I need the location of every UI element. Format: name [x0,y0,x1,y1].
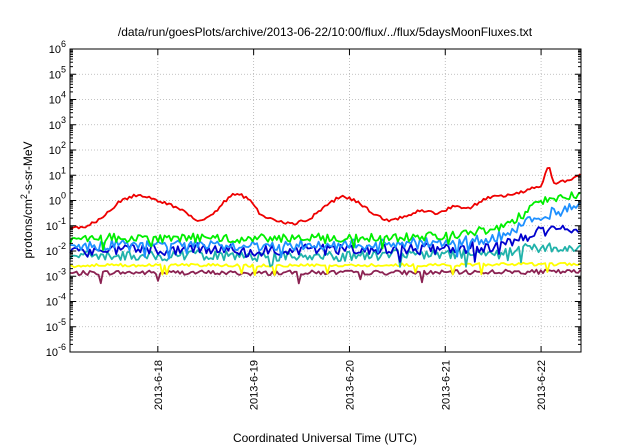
series-line-1 [69,261,581,276]
y-tick-base: 10 [49,69,61,81]
y-tick-base: 10 [46,347,58,359]
y-tick-label: 102 [49,140,66,157]
x-tick-label: 2013-6-22 [536,360,548,410]
y-tick-exponent: -3 [58,266,66,276]
y-tick-base: 10 [46,297,58,309]
y-tick-exponent: 5 [61,64,66,74]
y-tick-label: 10-5 [46,317,66,334]
y-tick-exponent: -6 [58,342,66,352]
y-tick-base: 10 [49,95,61,107]
y-tick-base: 10 [49,170,61,182]
y-tick-base: 10 [46,322,58,334]
series-line-3 [69,224,581,263]
x-tick-label: 2013-6-19 [249,360,261,410]
y-tick-label: 100 [49,191,66,208]
y-tick-label: 104 [49,90,66,107]
y-tick-base: 10 [46,221,58,233]
y-tick-label: 101 [49,165,66,182]
y-axis: 10-610-510-410-310-210-11001011021031041… [46,39,581,359]
y-tick-base: 10 [49,196,61,208]
y-tick-exponent: 0 [61,191,66,201]
y-tick-label: 103 [49,115,66,132]
y-tick-base: 10 [46,271,58,283]
y-tick-exponent: 1 [61,165,66,175]
y-tick-exponent: -2 [58,241,66,251]
series-line-6 [69,167,581,230]
x-axis: 2013-6-18 2013-6-19 2013-6-20 2013-6-21 2013… [153,49,548,410]
x-axis-label: Coordinated Universal Time (UTC) [233,431,417,445]
chart-title: /data/run/goesPlots/archive/2013-06-22/1… [118,25,533,39]
series-line-0 [69,268,582,285]
series-lines [69,167,582,285]
y-axis-label: protons/cm2-s-sr-MeV [19,141,35,258]
grid-lines [70,49,581,352]
x-tick-label: 2013-6-21 [440,360,452,410]
y-tick-label: 106 [49,39,66,56]
y-axis-label-superscript: 2 [19,194,29,199]
y-tick-exponent: -5 [58,317,66,327]
y-tick-label: 10-4 [46,292,66,309]
y-tick-base: 10 [46,246,58,258]
y-tick-base: 10 [49,120,61,132]
y-tick-exponent: -1 [58,216,66,226]
x-tick-label: 2013-6-20 [344,360,356,410]
y-tick-exponent: 2 [61,140,66,150]
y-tick-exponent: -4 [58,292,66,302]
y-axis-label-unit: -s-sr-MeV [21,141,35,194]
series-line-4 [69,201,582,260]
y-tick-label: 10-2 [46,241,66,258]
y-tick-exponent: 6 [61,39,66,49]
y-tick-exponent: 4 [61,90,66,100]
y-tick-label: 105 [49,64,66,81]
y-axis-label-main: protons/cm [21,199,35,258]
y-tick-label: 10-3 [46,266,66,283]
y-tick-label: 10-1 [46,216,66,233]
y-tick-label: 10-6 [46,342,66,359]
x-tick-label: 2013-6-18 [153,360,165,410]
series-line-5 [69,191,581,251]
y-tick-base: 10 [49,44,61,56]
y-tick-base: 10 [49,145,61,157]
y-tick-exponent: 3 [61,115,66,125]
